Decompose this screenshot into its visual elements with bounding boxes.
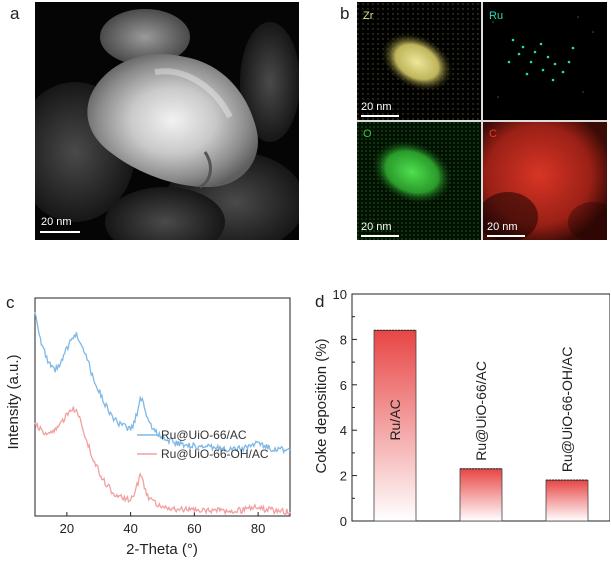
panel-d-letter: d: [315, 292, 325, 311]
stem-image-graphic: [35, 2, 299, 240]
ru-map-graphic: [483, 2, 607, 120]
stem-scale-bar: [40, 231, 80, 233]
panel-c-letter: c: [6, 293, 15, 312]
panel-b-letter: b: [340, 4, 350, 23]
xrd-x-tick-label: 40: [123, 521, 137, 536]
eds-map-ru: Ru: [483, 2, 607, 120]
eds-map-grid: Zr 20 nm Ru: [357, 2, 607, 240]
zr-scale-label: 20 nm: [361, 101, 392, 113]
coke-y-tick-label: 8: [340, 332, 347, 347]
coke-bar-label: Ru@UiO-66/AC: [473, 361, 489, 461]
xrd-x-tick-label: 80: [251, 521, 265, 536]
o-map-graphic: [357, 122, 481, 240]
panel-a-letter: a: [10, 4, 20, 23]
zr-scale-bar: [361, 115, 399, 117]
eds-map-zr: Zr 20 nm: [357, 2, 481, 120]
zr-map-graphic: [357, 2, 481, 120]
coke-y-tick-label: 2: [340, 469, 347, 484]
xrd-xlabel: 2-Theta (°): [126, 541, 198, 558]
c-map-graphic: [483, 122, 607, 240]
c-label: C: [489, 128, 497, 140]
o-label: O: [363, 128, 372, 140]
zr-label: Zr: [363, 10, 374, 22]
xrd-series-line: [34, 311, 291, 455]
stem-image: 20 nm: [35, 2, 299, 240]
coke-chart: Coke deposition (%) 0 2 4 6 8 10 Ru/AC Ru@UiO-6…: [313, 290, 610, 529]
coke-bar-label: Ru/AC: [387, 399, 403, 440]
coke-bar: [545, 479, 589, 522]
xrd-x-tick-label: 20: [60, 521, 74, 536]
xrd-series-line: [34, 406, 291, 516]
coke-y-tick-label: 0: [340, 514, 347, 529]
coke-bar-label: Ru@UiO-66-OH/AC: [559, 347, 575, 472]
xrd-legend: Ru@UiO-66/AC Ru@UiO-66-OH/AC: [137, 428, 269, 461]
o-scale-label: 20 nm: [361, 221, 392, 233]
coke-y-tick-label: 4: [340, 423, 347, 438]
c-scale-label: 20 nm: [487, 221, 518, 233]
coke-y-tick-label: 10: [333, 290, 347, 302]
coke-bar: [459, 468, 503, 522]
xrd-legend-label: Ru@UiO-66-OH/AC: [161, 447, 269, 461]
o-scale-bar: [361, 235, 399, 237]
eds-map-c: C 20 nm: [483, 122, 607, 240]
xrd-legend-label: Ru@UiO-66/AC: [161, 428, 247, 442]
stem-scale-label: 20 nm: [41, 216, 72, 228]
c-scale-bar: [487, 235, 525, 237]
xrd-ylabel: Intensity (a.u.): [5, 354, 22, 449]
coke-bar: [373, 329, 417, 522]
ru-label: Ru: [489, 10, 504, 22]
coke-y-tick-label: 6: [340, 378, 347, 393]
xrd-x-tick-label: 60: [187, 521, 201, 536]
xrd-plot-frame: [34, 297, 291, 517]
coke-ylabel: Coke deposition (%): [313, 338, 330, 473]
xrd-chart: Intensity (a.u.) 2-Theta (°) 20 40 60 80 Ru@…: [5, 297, 291, 558]
eds-map-o: O 20 nm: [357, 122, 481, 240]
